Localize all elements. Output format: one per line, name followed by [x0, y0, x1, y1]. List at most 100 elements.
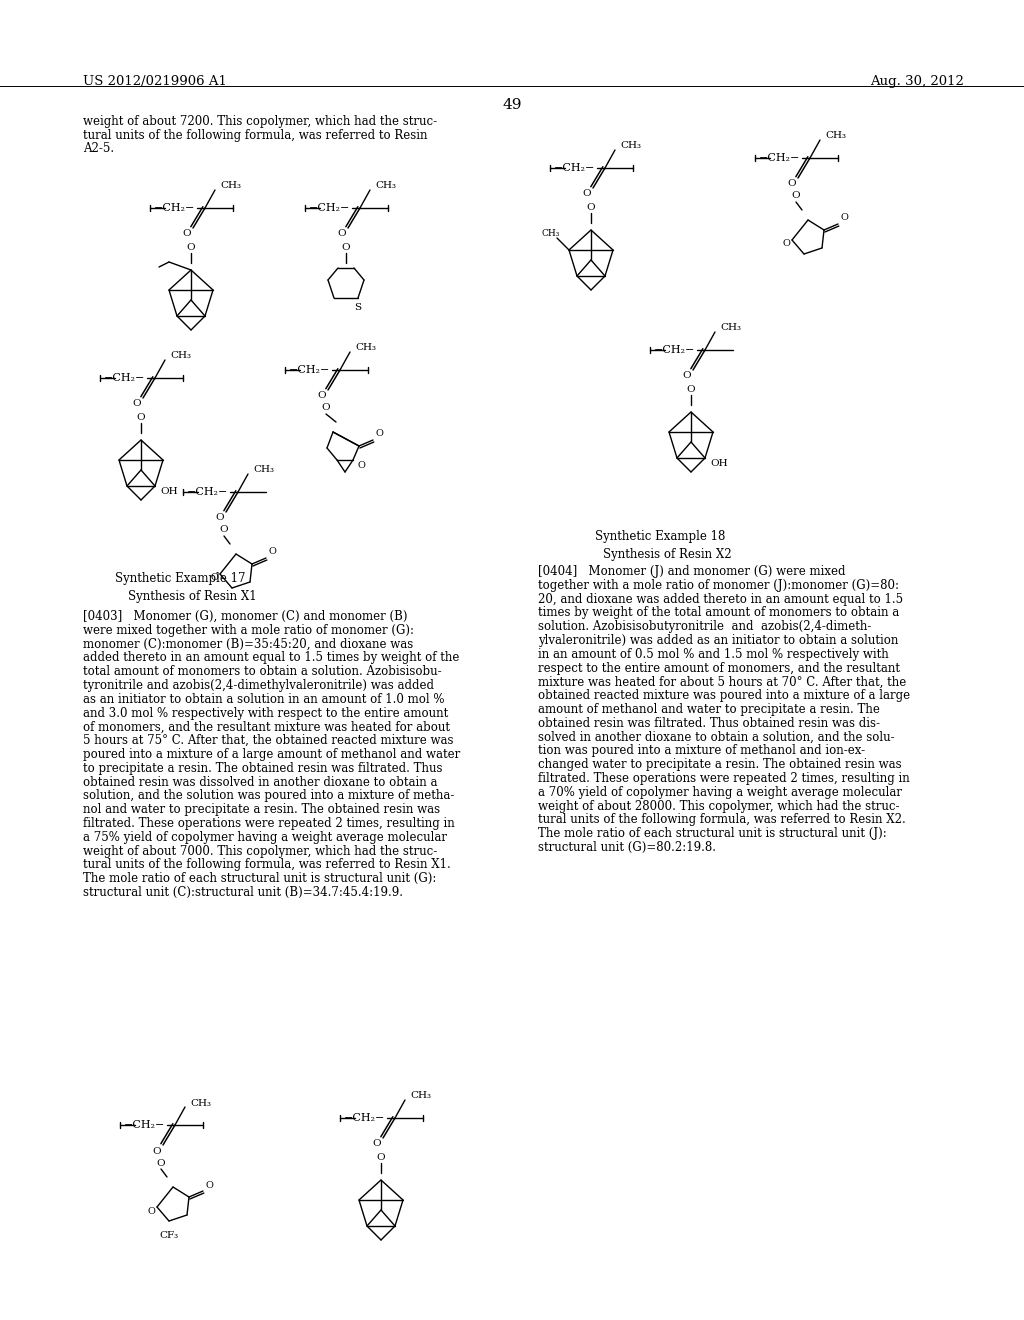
Text: added thereto in an amount equal to 1.5 times by weight of the: added thereto in an amount equal to 1.5 … [83, 651, 460, 664]
Text: O: O [153, 1147, 162, 1155]
Text: solution. Azobisisobutyronitrile  and  azobis(2,4-dimeth-: solution. Azobisisobutyronitrile and azo… [538, 620, 871, 634]
Text: A2-5.: A2-5. [83, 143, 114, 154]
Text: O: O [375, 429, 383, 438]
Text: −CH₂−: −CH₂− [309, 203, 350, 213]
Text: −CH₂−: −CH₂− [760, 153, 801, 162]
Text: to precipitate a resin. The obtained resin was filtrated. Thus: to precipitate a resin. The obtained res… [83, 762, 442, 775]
Text: OH: OH [160, 487, 178, 496]
Text: CH₃: CH₃ [190, 1098, 211, 1107]
Text: solved in another dioxane to obtain a solution, and the solu-: solved in another dioxane to obtain a so… [538, 730, 895, 743]
Text: filtrated. These operations were repeated 2 times, resulting in: filtrated. These operations were repeate… [83, 817, 455, 830]
Text: O: O [787, 180, 797, 189]
Text: monomer (C):monomer (B)=35:45:20, and dioxane was: monomer (C):monomer (B)=35:45:20, and di… [83, 638, 414, 651]
Text: amount of methanol and water to precipitate a resin. The: amount of methanol and water to precipit… [538, 704, 880, 715]
Text: times by weight of the total amount of monomers to obtain a: times by weight of the total amount of m… [538, 606, 899, 619]
Text: US 2012/0219906 A1: US 2012/0219906 A1 [83, 75, 227, 88]
Text: −CH₂−: −CH₂− [187, 487, 228, 498]
Text: weight of about 28000. This copolymer, which had the struc-: weight of about 28000. This copolymer, w… [538, 800, 899, 813]
Text: OH: OH [711, 459, 728, 469]
Text: CH₃: CH₃ [220, 181, 241, 190]
Text: poured into a mixture of a large amount of methanol and water: poured into a mixture of a large amount … [83, 748, 460, 762]
Text: −CH₂−: −CH₂− [554, 162, 596, 173]
Text: O: O [583, 190, 591, 198]
Text: a 70% yield of copolymer having a weight average molecular: a 70% yield of copolymer having a weight… [538, 785, 902, 799]
Text: 49: 49 [502, 98, 522, 112]
Text: O: O [357, 462, 365, 470]
Text: O: O [322, 404, 331, 412]
Text: O: O [687, 385, 695, 395]
Text: structural unit (G)=80.2:19.8.: structural unit (G)=80.2:19.8. [538, 841, 716, 854]
Text: 5 hours at 75° C. After that, the obtained reacted mixture was: 5 hours at 75° C. After that, the obtain… [83, 734, 454, 747]
Text: structural unit (C):structural unit (B)=34.7:45.4:19.9.: structural unit (C):structural unit (B)=… [83, 886, 403, 899]
Text: CH₃: CH₃ [375, 181, 396, 190]
Text: tion was poured into a mixture of methanol and ion-ex-: tion was poured into a mixture of methan… [538, 744, 865, 758]
Text: tural units of the following formula, was referred to Resin X1.: tural units of the following formula, wa… [83, 858, 451, 871]
Text: weight of about 7200. This copolymer, which had the struc-: weight of about 7200. This copolymer, wh… [83, 115, 437, 128]
Text: O: O [186, 243, 196, 252]
Text: −CH₂−: −CH₂− [104, 374, 145, 383]
Text: O: O [792, 191, 801, 201]
Text: tural units of the following formula, was referred to Resin: tural units of the following formula, wa… [83, 128, 427, 141]
Text: CH₃: CH₃ [720, 323, 741, 333]
Text: −CH₂−: −CH₂− [124, 1119, 166, 1130]
Text: solution, and the solution was poured into a mixture of metha-: solution, and the solution was poured in… [83, 789, 455, 803]
Text: were mixed together with a mole ratio of monomer (G):: were mixed together with a mole ratio of… [83, 624, 414, 636]
Text: nol and water to precipitate a resin. The obtained resin was: nol and water to precipitate a resin. Th… [83, 803, 440, 816]
Text: CH₃: CH₃ [253, 466, 274, 474]
Text: O: O [338, 230, 346, 239]
Text: O: O [210, 573, 218, 582]
Text: O: O [136, 413, 145, 422]
Text: O: O [268, 548, 275, 557]
Text: S: S [354, 304, 361, 313]
Text: CH₃: CH₃ [355, 343, 376, 352]
Text: O: O [216, 513, 224, 523]
Text: O: O [317, 392, 327, 400]
Text: as an initiator to obtain a solution in an amount of 1.0 mol %: as an initiator to obtain a solution in … [83, 693, 444, 706]
Text: −CH₂−: −CH₂− [155, 203, 196, 213]
Text: ylvaleronitrile) was added as an initiator to obtain a solution: ylvaleronitrile) was added as an initiat… [538, 634, 898, 647]
Text: CH₃: CH₃ [410, 1092, 431, 1101]
Text: CH₃: CH₃ [170, 351, 191, 360]
Text: O: O [220, 525, 228, 535]
Text: O: O [147, 1206, 155, 1216]
Text: total amount of monomers to obtain a solution. Azobisisobu-: total amount of monomers to obtain a sol… [83, 665, 441, 678]
Text: in an amount of 0.5 mol % and 1.5 mol % respectively with: in an amount of 0.5 mol % and 1.5 mol % … [538, 648, 889, 661]
Text: tural units of the following formula, was referred to Resin X2.: tural units of the following formula, wa… [538, 813, 906, 826]
Text: O: O [182, 230, 191, 239]
Text: [0403]   Monomer (G), monomer (C) and monomer (B): [0403] Monomer (G), monomer (C) and mono… [83, 610, 408, 623]
Text: CH₃: CH₃ [825, 132, 846, 140]
Text: Synthesis of Resin X2: Synthesis of Resin X2 [603, 548, 731, 561]
Text: −CH₂−: −CH₂− [344, 1113, 386, 1123]
Text: O: O [205, 1180, 213, 1189]
Text: Aug. 30, 2012: Aug. 30, 2012 [870, 75, 964, 88]
Text: obtained resin was filtrated. Thus obtained resin was dis-: obtained resin was filtrated. Thus obtai… [538, 717, 880, 730]
Text: −CH₂−: −CH₂− [290, 366, 331, 375]
Text: CF₃: CF₃ [160, 1230, 178, 1239]
Text: Synthesis of Resin X1: Synthesis of Resin X1 [128, 590, 256, 603]
Text: O: O [782, 239, 790, 248]
Text: and 3.0 mol % respectively with respect to the entire amount: and 3.0 mol % respectively with respect … [83, 706, 449, 719]
Text: O: O [342, 243, 350, 252]
Text: 20, and dioxane was added thereto in an amount equal to 1.5: 20, and dioxane was added thereto in an … [538, 593, 903, 606]
Text: respect to the entire amount of monomers, and the resultant: respect to the entire amount of monomers… [538, 661, 900, 675]
Text: The mole ratio of each structural unit is structural unit (G):: The mole ratio of each structural unit i… [83, 873, 436, 886]
Text: O: O [683, 371, 691, 380]
Text: together with a mole ratio of monomer (J):monomer (G)=80:: together with a mole ratio of monomer (J… [538, 578, 899, 591]
Text: weight of about 7000. This copolymer, which had the struc-: weight of about 7000. This copolymer, wh… [83, 845, 437, 858]
Text: O: O [373, 1139, 381, 1148]
Text: filtrated. These operations were repeated 2 times, resulting in: filtrated. These operations were repeate… [538, 772, 909, 785]
Text: tyronitrile and azobis(2,4-dimethylvaleronitrile) was added: tyronitrile and azobis(2,4-dimethylvaler… [83, 678, 434, 692]
Text: O: O [133, 400, 141, 408]
Text: The mole ratio of each structural unit is structural unit (J):: The mole ratio of each structural unit i… [538, 828, 887, 841]
Text: obtained resin was dissolved in another dioxane to obtain a: obtained resin was dissolved in another … [83, 776, 437, 788]
Text: [0404]   Monomer (J) and monomer (G) were mixed: [0404] Monomer (J) and monomer (G) were … [538, 565, 846, 578]
Text: Synthetic Example 17: Synthetic Example 17 [115, 572, 246, 585]
Text: CH₃: CH₃ [620, 141, 641, 150]
Text: O: O [377, 1154, 385, 1163]
Text: O: O [157, 1159, 165, 1167]
Text: −CH₂−: −CH₂− [654, 345, 695, 355]
Text: CH₃: CH₃ [542, 230, 560, 239]
Text: Synthetic Example 18: Synthetic Example 18 [595, 531, 725, 543]
Text: mixture was heated for about 5 hours at 70° C. After that, the: mixture was heated for about 5 hours at … [538, 676, 906, 689]
Text: O: O [840, 214, 848, 223]
